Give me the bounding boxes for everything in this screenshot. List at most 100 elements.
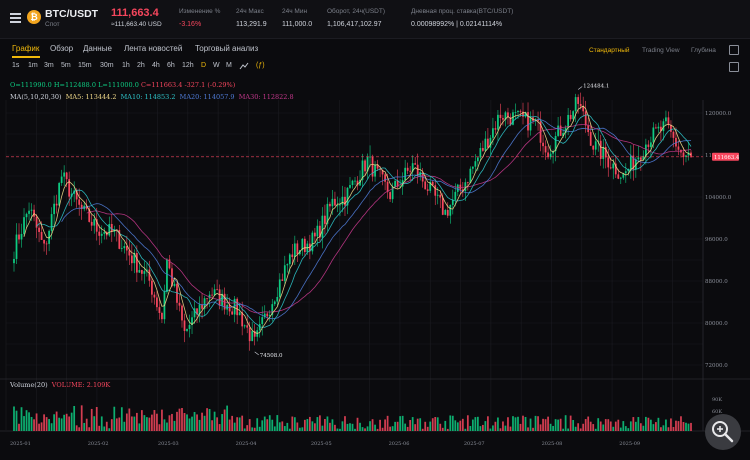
candle bbox=[15, 234, 18, 259]
timeframe-2h[interactable]: 2h bbox=[137, 62, 145, 69]
volume-bar bbox=[416, 418, 419, 431]
timeframe-1h[interactable]: 1h bbox=[122, 62, 130, 69]
volume-bar bbox=[522, 415, 524, 431]
candle bbox=[276, 296, 279, 302]
candle bbox=[120, 248, 123, 249]
volume-bar bbox=[123, 421, 126, 431]
volume-bar bbox=[482, 424, 484, 431]
pair-name[interactable]: BTC/USDT bbox=[45, 8, 99, 20]
zoom-button[interactable] bbox=[705, 414, 741, 450]
candle bbox=[607, 157, 610, 168]
candle bbox=[263, 313, 266, 318]
candle bbox=[25, 213, 28, 218]
ma20-line bbox=[61, 118, 692, 320]
volume-bar bbox=[507, 417, 509, 431]
candle bbox=[43, 239, 45, 244]
candle bbox=[416, 164, 419, 176]
tab-news[interactable]: Лента новостей bbox=[124, 44, 183, 53]
view-depth[interactable]: Глубина bbox=[691, 47, 716, 54]
volume-bar bbox=[251, 427, 254, 431]
candle bbox=[193, 308, 196, 318]
volume-bar bbox=[502, 421, 504, 431]
candle bbox=[637, 157, 640, 160]
candle bbox=[146, 269, 148, 272]
volume-bar bbox=[451, 415, 454, 431]
candle bbox=[228, 304, 231, 312]
volume-bar bbox=[329, 422, 331, 431]
candle bbox=[218, 289, 221, 306]
candle bbox=[334, 198, 336, 206]
volume-bar bbox=[58, 417, 61, 431]
timeframe-1s[interactable]: 1s bbox=[12, 62, 20, 69]
ma30-line bbox=[86, 124, 692, 314]
view-tradingview[interactable]: Trading View bbox=[642, 47, 680, 54]
volume-bar bbox=[191, 416, 193, 431]
volume-bar bbox=[567, 428, 570, 431]
candle bbox=[454, 191, 457, 200]
volume-bar bbox=[73, 405, 76, 431]
candle bbox=[271, 304, 274, 316]
tab-trading-analysis[interactable]: Торговый анализ bbox=[195, 44, 259, 53]
volume-bar bbox=[133, 416, 136, 431]
candle bbox=[629, 155, 632, 170]
timeframe-d[interactable]: D bbox=[201, 62, 207, 69]
candle bbox=[529, 117, 532, 131]
volume-bar bbox=[537, 416, 539, 431]
tab-overview[interactable]: Обзор bbox=[50, 44, 74, 53]
turnover-label: Оборот, 24ч(USDT) bbox=[327, 8, 385, 15]
tab-chart[interactable]: График bbox=[12, 44, 40, 53]
volume-bar bbox=[449, 415, 452, 431]
timeframe-30m[interactable]: 30m bbox=[100, 62, 114, 69]
timeframe-15m[interactable]: 15m bbox=[78, 62, 92, 69]
view-standard[interactable]: Стандартный bbox=[589, 47, 630, 54]
timeframe-12h[interactable]: 12h bbox=[182, 62, 194, 69]
ma10-line bbox=[36, 114, 692, 328]
volume-bar bbox=[622, 421, 625, 431]
candle bbox=[374, 164, 376, 177]
volume-bar bbox=[667, 427, 670, 431]
timeframe-6h[interactable]: 6h bbox=[167, 62, 175, 69]
candle bbox=[522, 111, 524, 117]
candle bbox=[642, 155, 645, 160]
volume-bar bbox=[572, 420, 575, 431]
menu-icon[interactable] bbox=[10, 13, 21, 23]
line-chart-icon[interactable] bbox=[239, 62, 249, 71]
candle bbox=[38, 227, 40, 233]
volume-bar bbox=[206, 408, 208, 431]
timeframe-m[interactable]: M bbox=[226, 62, 232, 69]
candle bbox=[138, 270, 141, 273]
candle bbox=[685, 155, 687, 157]
candle bbox=[471, 166, 474, 169]
volume-bar bbox=[512, 416, 514, 431]
candle bbox=[487, 138, 489, 148]
volume-bar bbox=[547, 416, 549, 431]
candle bbox=[98, 231, 101, 236]
timeframe-4h[interactable]: 4h bbox=[152, 62, 160, 69]
fullscreen-icon[interactable] bbox=[729, 45, 739, 55]
volume-bar bbox=[356, 417, 359, 431]
candle bbox=[499, 114, 502, 119]
candle bbox=[198, 304, 201, 315]
candle bbox=[675, 137, 677, 147]
indicator-icon[interactable]: (ƒ) bbox=[256, 62, 265, 69]
volume-bar bbox=[33, 419, 35, 431]
tab-data[interactable]: Данные bbox=[83, 44, 112, 53]
settings-icon[interactable] bbox=[729, 62, 739, 72]
candle bbox=[672, 131, 675, 138]
volume-bar bbox=[514, 417, 517, 431]
volume-bar bbox=[218, 424, 221, 431]
candle bbox=[451, 199, 454, 205]
timeframe-1m[interactable]: 1m bbox=[28, 62, 38, 69]
candle bbox=[574, 97, 577, 112]
volume-row: Volume(20) VOLUME: 2.109K bbox=[10, 381, 110, 389]
timeframe-3m[interactable]: 3m bbox=[44, 62, 54, 69]
candle bbox=[431, 181, 434, 186]
y-tick-label: 120000.0 bbox=[705, 111, 732, 117]
timeframe-5m[interactable]: 5m bbox=[61, 62, 71, 69]
candle bbox=[644, 144, 647, 156]
candle bbox=[504, 112, 507, 120]
candle bbox=[75, 190, 78, 200]
candle bbox=[482, 148, 484, 151]
timeframe-w[interactable]: W bbox=[213, 62, 220, 69]
